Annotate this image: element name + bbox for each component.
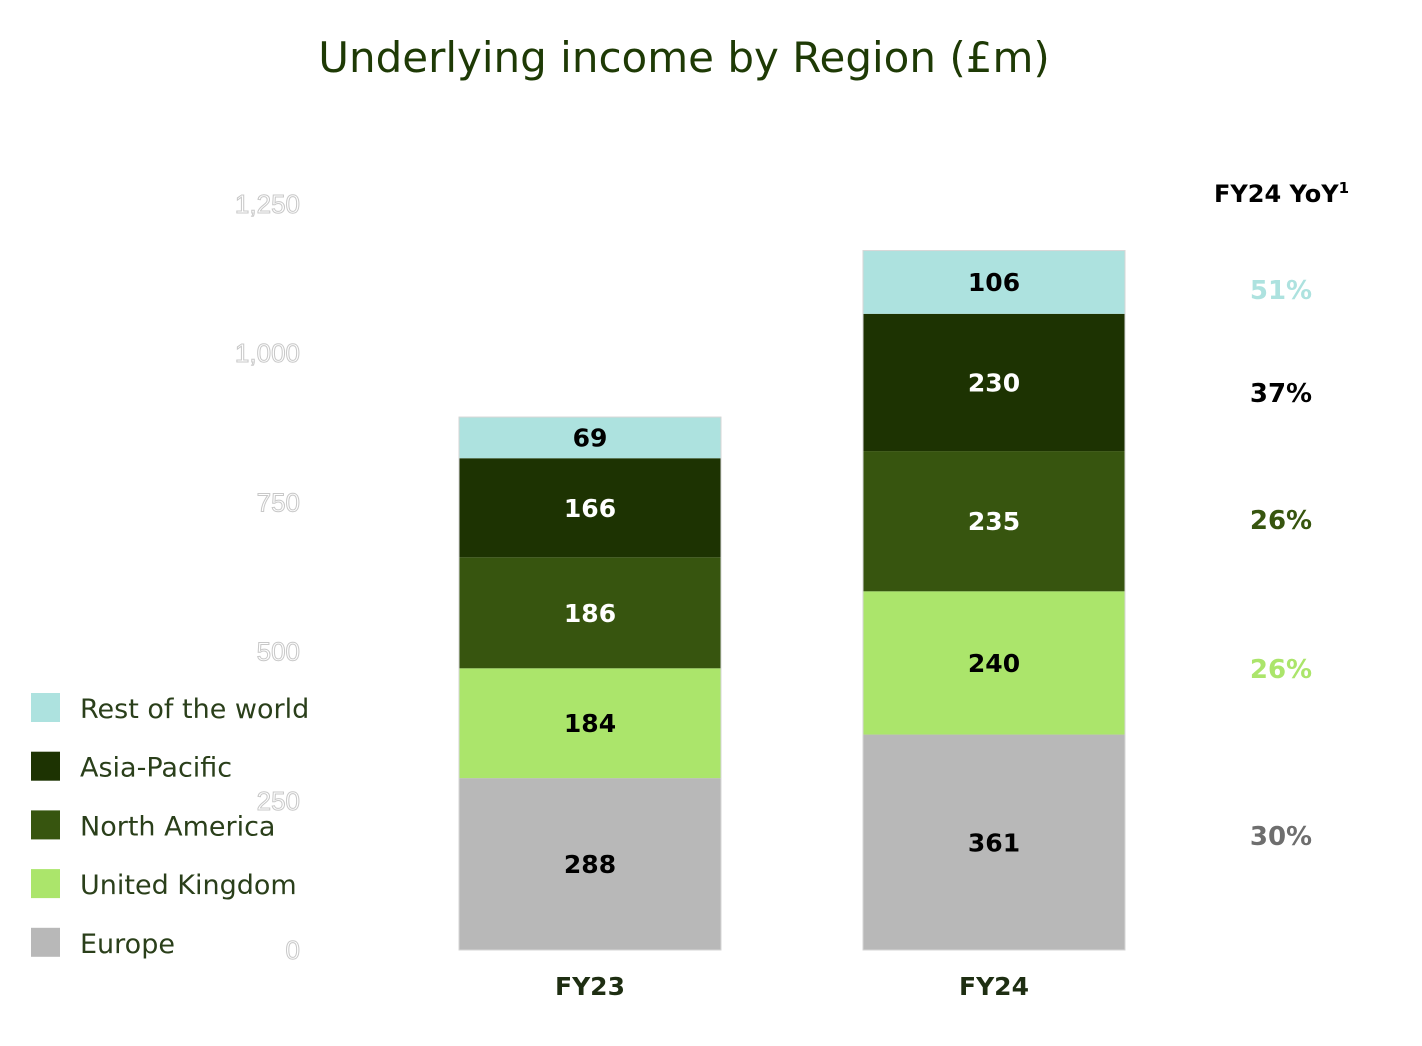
- bar-value-label: 184: [564, 709, 616, 738]
- yoy-column: FY24 YoY1 51% 37% 26% 26% 30%: [1214, 179, 1349, 852]
- bar-value-label: 288: [564, 850, 616, 879]
- y-tick-label: 750: [257, 487, 300, 517]
- chart-title: Underlying income by Region (£m): [318, 33, 1050, 82]
- legend-label: North America: [80, 811, 275, 842]
- bar-segment: [459, 778, 721, 950]
- bar-segment: [459, 458, 721, 558]
- bar-value-label: 361: [968, 828, 1020, 857]
- y-tick-label: 0: [286, 935, 300, 965]
- legend-label: Asia-Pacific: [80, 753, 232, 784]
- y-tick-label: 250: [257, 786, 300, 816]
- x-tick-label: FY23: [555, 972, 625, 1001]
- yoy-value: 37%: [1250, 379, 1312, 409]
- legend-label: United Kingdom: [80, 870, 297, 901]
- bar-segment: [459, 668, 721, 779]
- bar-outline: [458, 416, 722, 951]
- x-axis: FY23 FY24: [555, 972, 1029, 1001]
- legend-swatch: [31, 927, 60, 957]
- bar-segment: [863, 250, 1125, 314]
- legend: Rest of the world Asia-Pacific North Ameri…: [31, 693, 309, 960]
- bar-value-label: 235: [968, 507, 1020, 536]
- y-tick-label: 1,000: [235, 338, 300, 368]
- yoy-value: 26%: [1250, 655, 1312, 685]
- bar-value-label: 69: [573, 424, 608, 453]
- yoy-header: FY24 YoY1: [1214, 179, 1349, 208]
- y-tick-label: 500: [257, 637, 300, 667]
- bars: 288 184 186 166 69 361 240 235 230 106: [458, 250, 1126, 951]
- bar-segment: [459, 417, 721, 459]
- yoy-value: 51%: [1250, 276, 1312, 306]
- legend-swatch: [31, 869, 60, 899]
- bar-segment: [863, 734, 1125, 950]
- legend-label: Europe: [80, 929, 175, 960]
- bar-value-label: 230: [968, 368, 1020, 397]
- bar-segment: [863, 591, 1125, 735]
- bar-value-label: 106: [968, 268, 1020, 297]
- bar-value-label: 240: [968, 649, 1020, 678]
- legend-swatch: [31, 810, 60, 840]
- bar-segment: [459, 557, 721, 669]
- yoy-value: 26%: [1250, 506, 1312, 536]
- yoy-value: 30%: [1250, 822, 1312, 852]
- y-tick-label: 1,250: [235, 189, 300, 219]
- bar-value-label: 166: [564, 494, 616, 523]
- bar-segment: [863, 451, 1125, 592]
- bar-value-label: 186: [564, 599, 616, 628]
- bar-outline: [862, 250, 1126, 951]
- bar-segment: [863, 313, 1125, 452]
- legend-label: Rest of the world: [80, 694, 309, 725]
- legend-swatch: [31, 693, 60, 722]
- y-axis: 0 250 500 750 1,000 1,250: [234, 189, 300, 966]
- legend-swatch: [31, 751, 60, 781]
- x-tick-label: FY24: [959, 972, 1029, 1001]
